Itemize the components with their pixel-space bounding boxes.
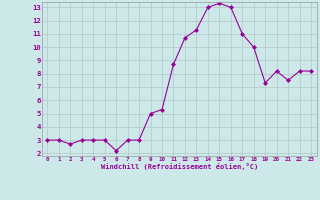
X-axis label: Windchill (Refroidissement éolien,°C): Windchill (Refroidissement éolien,°C) (100, 163, 258, 170)
